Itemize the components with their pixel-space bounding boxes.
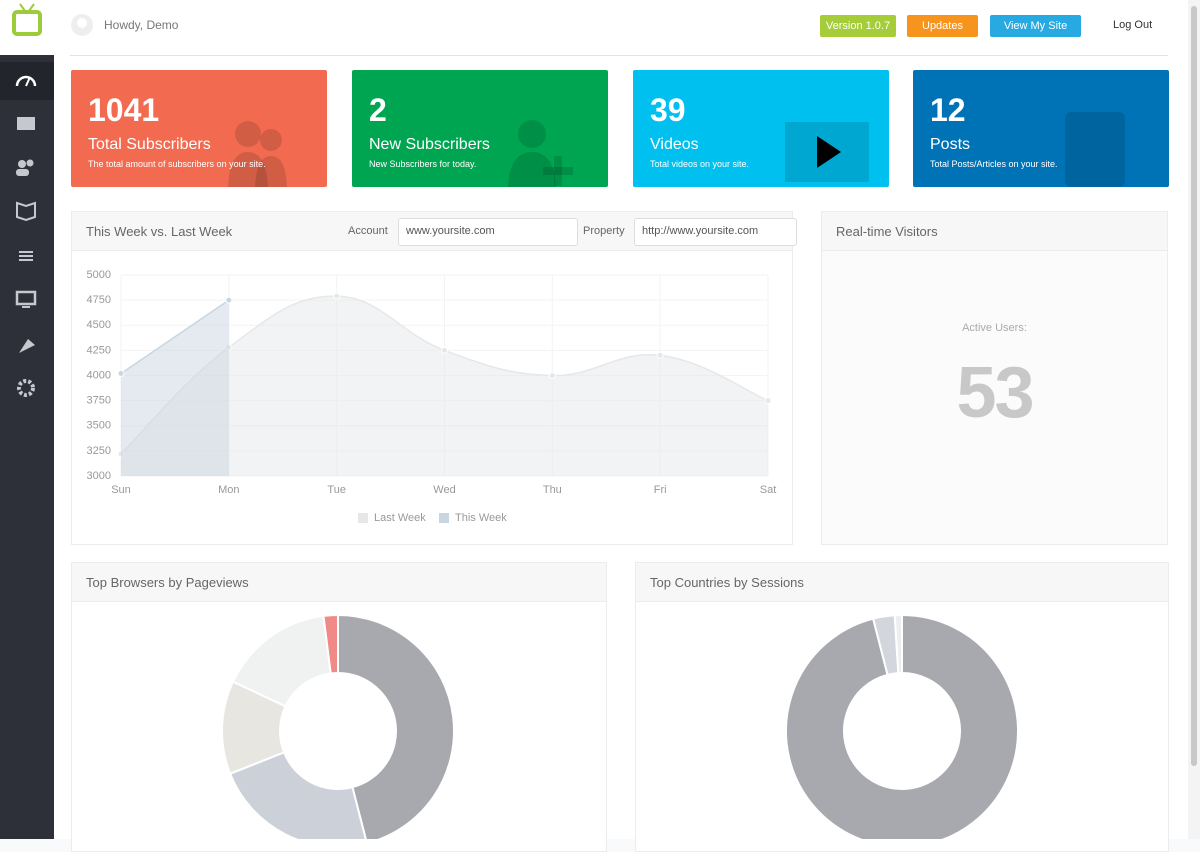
pie-slice: [893, 613, 903, 675]
panel-title: This Week vs. Last Week: [86, 224, 233, 239]
x-tick-label: Wed: [433, 484, 455, 496]
legend-label: This Week: [455, 512, 507, 524]
panel-title: Top Browsers by Pageviews: [86, 575, 249, 590]
y-tick-label: 3500: [87, 420, 111, 432]
x-tick-label: Tue: [327, 484, 346, 496]
list-icon[interactable]: [19, 251, 33, 261]
videos-icon[interactable]: [17, 117, 35, 130]
stat-card[interactable]: 1041 Total Subscribers The total amount …: [71, 70, 327, 187]
pie-slice: [228, 751, 367, 839]
pie-slice: [337, 613, 455, 839]
x-tick-label: Sun: [111, 484, 131, 496]
stat-description: Total Posts/Articles on your site.: [930, 159, 1058, 169]
y-tick-label: 3750: [87, 395, 111, 407]
stat-card[interactable]: 12 Posts Total Posts/Articles on your si…: [913, 70, 1169, 187]
y-tick-label: 4750: [87, 294, 111, 306]
legend-swatch: [358, 513, 368, 523]
series-area: [121, 300, 229, 476]
card-icon: [228, 121, 287, 187]
panel-header: This Week vs. Last Week Account www.your…: [72, 212, 797, 251]
panel-title: Top Countries by Sessions: [650, 575, 804, 590]
panel-header: Top Countries by Sessions: [636, 563, 1168, 602]
stat-title: Total Subscribers: [88, 136, 211, 153]
dashboard-icon[interactable]: [15, 75, 37, 87]
panel-header: Real-time Visitors: [822, 212, 1167, 251]
sidebar: [0, 55, 54, 839]
settings-icon[interactable]: [17, 379, 35, 397]
legend-label: Last Week: [374, 512, 426, 524]
series-point: [117, 369, 125, 377]
sidebar-icons: [0, 62, 54, 397]
account-label: Account: [348, 225, 388, 237]
stat-description: New Subscribers for today.: [369, 159, 477, 169]
account-select[interactable]: www.yoursite.com: [398, 218, 578, 246]
x-tick-label: Fri: [654, 484, 667, 496]
x-tick-label: Sat: [760, 484, 777, 496]
plugin-icon[interactable]: [19, 339, 35, 353]
pie-slice: [322, 613, 339, 675]
pie-slice: [785, 613, 1019, 839]
property-label: Property: [583, 225, 625, 237]
series-point: [441, 346, 448, 354]
x-tick-label: Thu: [543, 484, 562, 496]
logo-icon: [12, 3, 42, 36]
panel-title: Real-time Visitors: [836, 224, 938, 239]
realtime-panel: Real-time Visitors Active Users: 53: [821, 211, 1168, 545]
logo[interactable]: [0, 0, 54, 55]
logout-link[interactable]: Log Out: [1113, 19, 1153, 31]
updates-button[interactable]: Updates: [907, 15, 978, 37]
stat-value: 1041: [88, 92, 160, 128]
avatar: [71, 14, 93, 36]
y-tick-label: 4500: [87, 319, 111, 331]
panel-header: Top Browsers by Pageviews: [72, 563, 606, 602]
y-tick-label: 3000: [87, 470, 111, 482]
x-tick-label: Mon: [218, 484, 239, 496]
series-point: [225, 296, 233, 304]
stat-card[interactable]: 39 Videos Total videos on your site.: [633, 70, 889, 187]
series-point: [764, 397, 772, 405]
stat-title: Videos: [650, 136, 699, 153]
stat-value: 39: [650, 92, 686, 128]
users-icon[interactable]: [18, 160, 26, 168]
version-button[interactable]: Version 1.0.7: [820, 15, 896, 37]
stat-card[interactable]: 2 New Subscribers New Subscribers for to…: [352, 70, 608, 187]
series-point: [548, 372, 556, 379]
greeting: Howdy, Demo: [104, 18, 179, 32]
stat-title: New Subscribers: [369, 136, 490, 153]
series-point: [333, 292, 341, 300]
active-users-label: Active Users:: [962, 322, 1027, 334]
property-select[interactable]: http://www.yoursite.com: [634, 218, 797, 246]
top-bar: Howdy, Demo Version 1.0.7 Updates View M…: [70, 0, 1168, 56]
series-area: [121, 296, 768, 476]
card-icon: [785, 122, 869, 182]
stat-description: The total amount of subscribers on your …: [88, 159, 266, 169]
series-point: [656, 351, 664, 359]
stat-title: Posts: [930, 136, 971, 153]
stat-value: 12: [930, 92, 966, 128]
stat-value: 2: [369, 92, 387, 128]
y-tick-label: 3250: [87, 445, 111, 457]
legend-swatch: [439, 513, 449, 523]
scrollbar[interactable]: [1188, 0, 1200, 839]
view-site-button[interactable]: View My Site: [990, 15, 1081, 37]
y-tick-label: 4250: [87, 344, 111, 356]
series-line: [120, 299, 230, 375]
active-users-value: 53: [956, 353, 1034, 433]
y-tick-label: 5000: [87, 269, 111, 281]
y-tick-label: 4000: [87, 369, 111, 381]
monitor-icon[interactable]: [15, 290, 37, 306]
card-icon: [1065, 112, 1125, 187]
active-item[interactable]: [0, 62, 54, 100]
book-icon[interactable]: [16, 201, 36, 222]
card-icon: [508, 120, 573, 187]
stat-description: Total videos on your site.: [650, 159, 750, 169]
